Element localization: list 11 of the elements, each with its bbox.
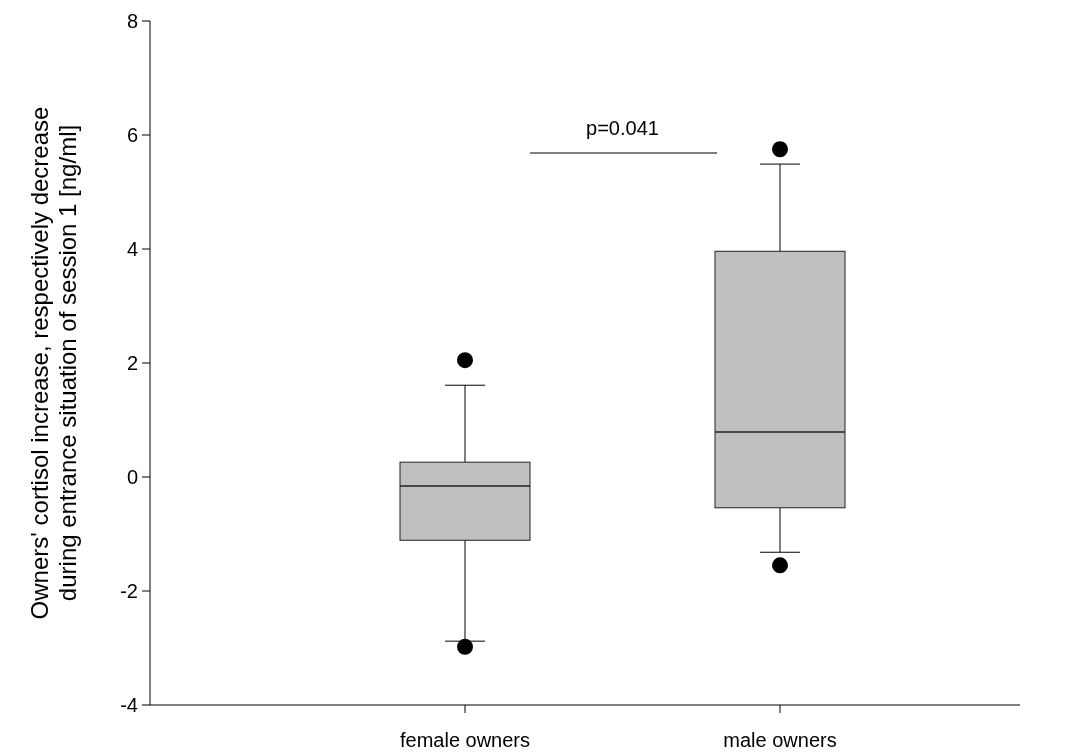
y-tick-label: 6 <box>126 124 138 146</box>
y-tick-label: -2 <box>120 580 138 602</box>
y-tick-label: 0 <box>126 466 138 488</box>
x-tick-label: male owners <box>723 729 837 751</box>
y-axis-title: Owners' cortisol increase, respectively decrease during entrance situation of session 1 [ng/ml] <box>26 106 81 620</box>
y-tick-label: 4 <box>126 238 138 260</box>
annotation: p=0.041 <box>586 117 659 139</box>
x-tick-label: female owners <box>399 729 531 751</box>
y-tick-label: 2 <box>126 352 138 374</box>
y-tick-label: 8 <box>126 10 138 32</box>
y-tick-label: -4 <box>120 694 138 716</box>
